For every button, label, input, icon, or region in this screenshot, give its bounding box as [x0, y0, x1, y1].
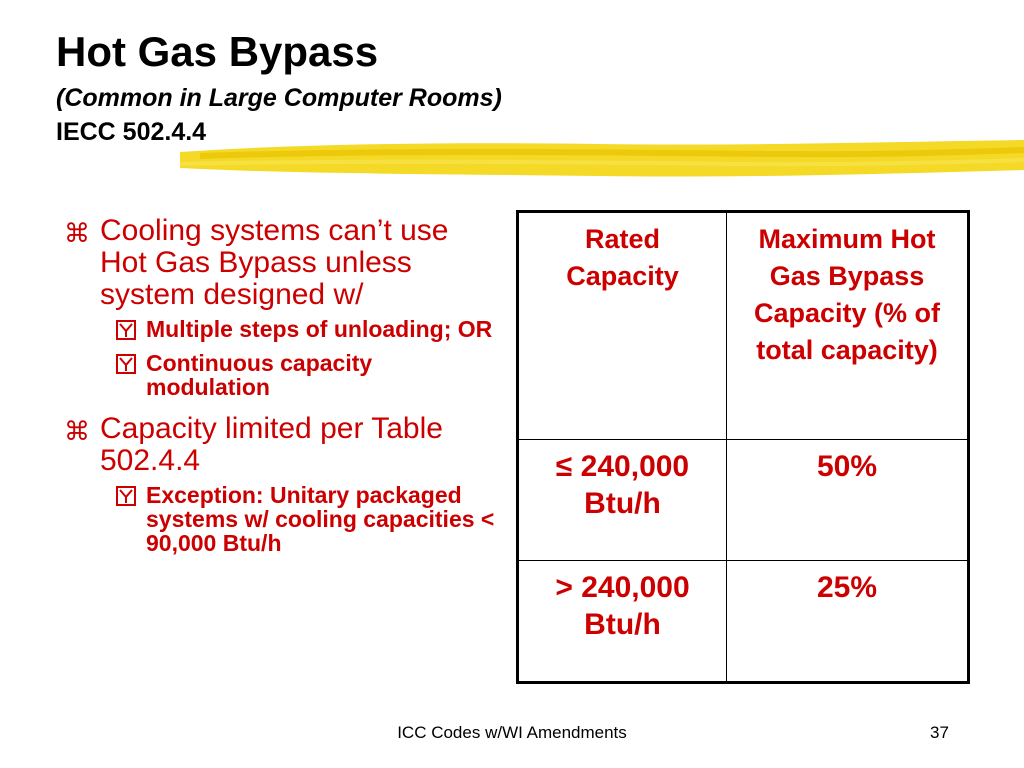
footer-text: ICC Codes w/WI Amendments	[397, 723, 627, 742]
slide-subtitle: (Common in Large Computer Rooms)	[56, 84, 502, 112]
z-bullet-icon: ⌘	[64, 416, 90, 446]
page-number: 37	[930, 723, 949, 742]
bullet-text: Exception: Unitary packaged systems w/ c…	[146, 482, 495, 556]
bullet-text: Continuous capacity modulation	[146, 350, 373, 400]
bullet-level2: Multiple steps of unloading; OR	[60, 317, 500, 341]
bullet-level2: Exception: Unitary packaged systems w/ c…	[60, 483, 500, 555]
slide-title: Hot Gas Bypass	[56, 28, 379, 75]
table-cell: 50%	[726, 439, 969, 561]
table-row: ≤ 240,000 Btu/h 50%	[517, 439, 969, 561]
bullet-level1: ⌘ Cooling systems can’t use Hot Gas Bypa…	[60, 215, 500, 311]
bullet-text: Capacity limited per Table 502.4.4	[100, 412, 443, 477]
header-rated-capacity: Rated Capacity	[517, 211, 727, 440]
checkbox-y-icon	[116, 486, 136, 506]
table-cell: > 240,000 Btu/h	[517, 560, 727, 683]
highlighter-stroke-decoration	[180, 140, 1024, 177]
capacity-table: Rated Capacity Maximum Hot Gas Bypass Ca…	[516, 210, 970, 684]
table-header-row: Rated Capacity Maximum Hot Gas Bypass Ca…	[517, 211, 969, 440]
table-cell: 25%	[726, 560, 969, 683]
bullet-content: ⌘ Cooling systems can’t use Hot Gas Bypa…	[60, 215, 500, 569]
bullet-level2: Continuous capacity modulation	[60, 351, 500, 399]
bullet-text: Multiple steps of unloading; OR	[146, 316, 493, 342]
bullet-level1: ⌘ Capacity limited per Table 502.4.4	[60, 413, 500, 477]
z-bullet-icon: ⌘	[64, 218, 90, 248]
code-reference: IECC 502.4.4	[56, 118, 207, 146]
table-row: > 240,000 Btu/h 25%	[517, 560, 969, 683]
checkbox-y-icon	[116, 320, 136, 340]
bullet-text: Cooling systems can’t use Hot Gas Bypass…	[100, 214, 449, 311]
table-cell: ≤ 240,000 Btu/h	[517, 439, 727, 561]
checkbox-y-icon	[116, 354, 136, 374]
header-max-bypass-capacity: Maximum Hot Gas Bypass Capacity (% of to…	[726, 211, 969, 440]
